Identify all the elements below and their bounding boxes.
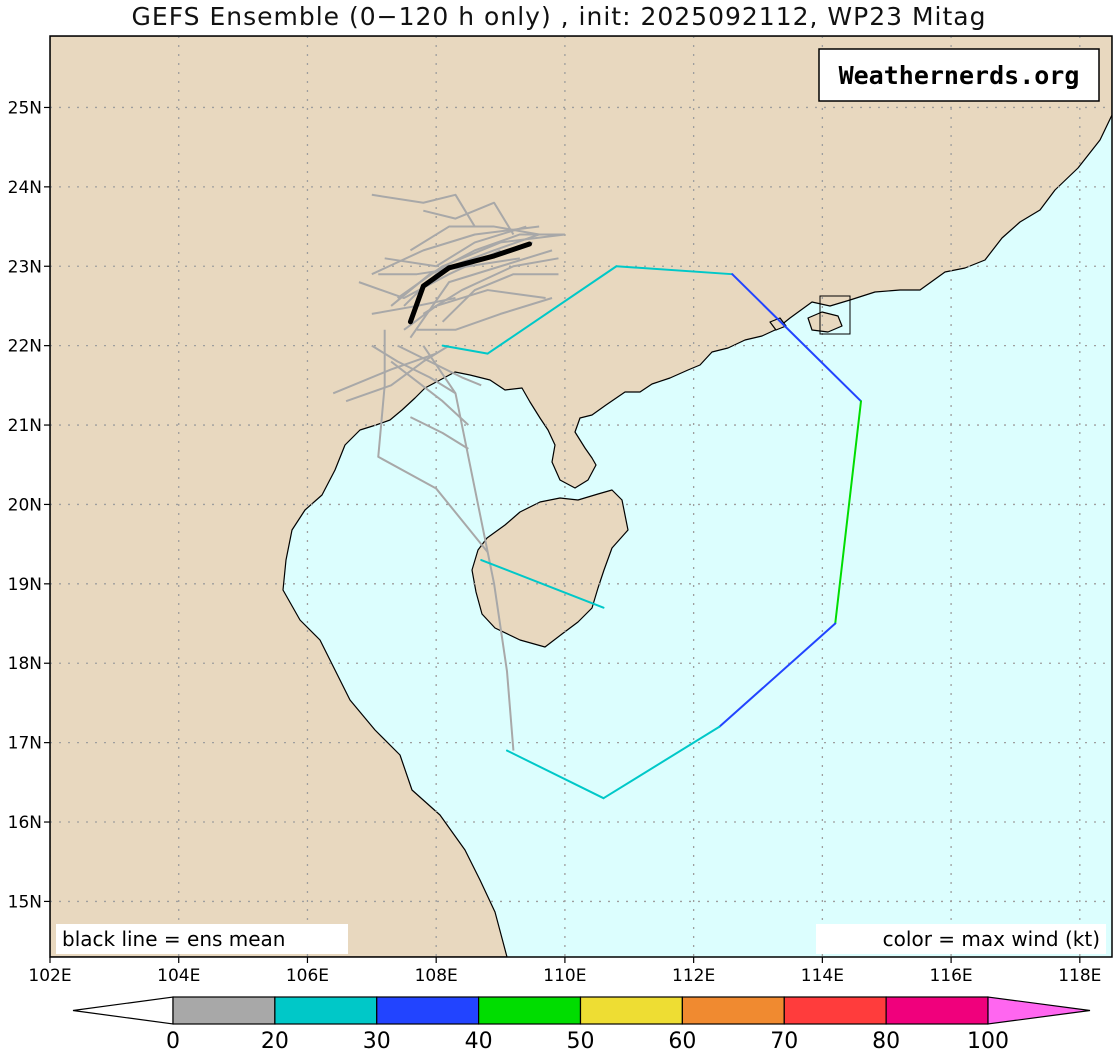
colorbar-swatch [681,996,785,1025]
colorbar-label: 20 [261,1029,289,1054]
member-track [332,352,437,395]
member-track [371,225,540,276]
map-frame [49,35,1113,958]
legend-note-right: color = max wind (kt) [816,924,1106,954]
axis-ticks: 102E 104E 106E 108E 110E 112E 114E 116E 118E 15N 1… [8,98,1102,986]
max-wind-envelope [441,265,862,800]
wind-envelope-segment [602,725,721,800]
lon-tick-label: 108E [415,966,458,986]
colorbar-label: 80 [872,1029,900,1054]
lon-tick-label: 104E [157,966,200,986]
colorbar-label: 30 [363,1029,391,1054]
colorbar-label: 100 [967,1029,1009,1054]
lat-tick-label: 25N [8,98,42,118]
ensemble-mean-track [407,241,533,325]
wind-envelope-segment [480,559,605,609]
member-track [390,360,470,426]
map-title: GEFS Ensemble (0−120 h only) , init: 202… [131,2,987,31]
member-track [422,345,515,751]
wind-envelope-segment [505,749,605,800]
member-track [371,193,476,228]
lon-tick-label: 118E [1058,966,1101,986]
member-track [423,201,515,236]
graticule [50,36,1112,957]
wind-envelope-segment [486,265,618,355]
lat-tick-label: 15N [8,892,42,912]
member-track [396,233,566,299]
lat-tick-label: 20N [8,495,42,515]
wind-envelope-segment [441,344,489,355]
lon-tick-label: 114E [801,966,844,986]
member-track [397,344,482,387]
wind-envelope-segment [834,400,862,625]
colorbar-swatch [579,996,683,1025]
colorbar-over-arrow [987,996,1091,1025]
hong-kong-islands [807,311,843,333]
colorbar-swatch [376,996,480,1025]
hong-kong-inset-box [819,295,851,335]
colorbar-label: 50 [567,1029,595,1054]
colorbar-label: 40 [465,1029,493,1054]
member-track [377,329,489,553]
credit-text: Weathernerds.org [839,61,1080,90]
colorbar-label: 0 [166,1029,180,1054]
member-track [409,416,469,450]
lon-tick-label: 116E [929,966,972,986]
lat-tick-label: 19N [8,575,42,595]
lat-tick-label: 21N [8,416,42,436]
member-track [384,225,527,268]
lon-tick-label: 106E [286,966,329,986]
colorbar-label: 70 [770,1029,798,1054]
legend-note-left: black line = ens mean [56,924,348,954]
member-track [409,225,540,252]
max-wind-note: color = max wind (kt) [883,927,1100,951]
mainland-landmass [50,36,1112,957]
lon-tick-label: 102E [28,966,71,986]
colorbar-swatch [783,996,887,1025]
lon-tick-label: 112E [672,966,715,986]
colorbar-label: 60 [668,1029,696,1054]
lon-tick-label: 110E [543,966,586,986]
member-track [416,297,553,331]
member-track [441,273,559,323]
lat-tick-label: 17N [8,734,42,754]
credit-box: Weathernerds.org [818,48,1100,102]
member-track [429,233,565,276]
wind-envelope-segment [731,273,862,403]
colorbar-swatch [274,996,378,1025]
colorbar-under-arrow [72,996,174,1025]
lat-tick-label: 24N [8,178,42,198]
lat-tick-label: 18N [8,654,42,674]
wind-envelope-segment [718,622,837,728]
hainan-island [471,489,629,648]
colorbar-swatch [172,996,276,1025]
member-track [422,257,559,315]
lat-tick-label: 23N [8,257,42,277]
ens-mean-line [407,241,533,325]
lat-tick-label: 22N [8,337,42,357]
wind-envelope-segment [615,265,734,276]
wind-colorbar: 0 20 30 40 50 60 70 80 100 [72,996,1091,1054]
lat-tick-label: 16N [8,813,42,833]
ens-mean-note: black line = ens mean [62,927,286,951]
member-track [403,289,546,331]
colorbar-swatch [478,996,582,1025]
colorbar-swatch [885,996,989,1025]
